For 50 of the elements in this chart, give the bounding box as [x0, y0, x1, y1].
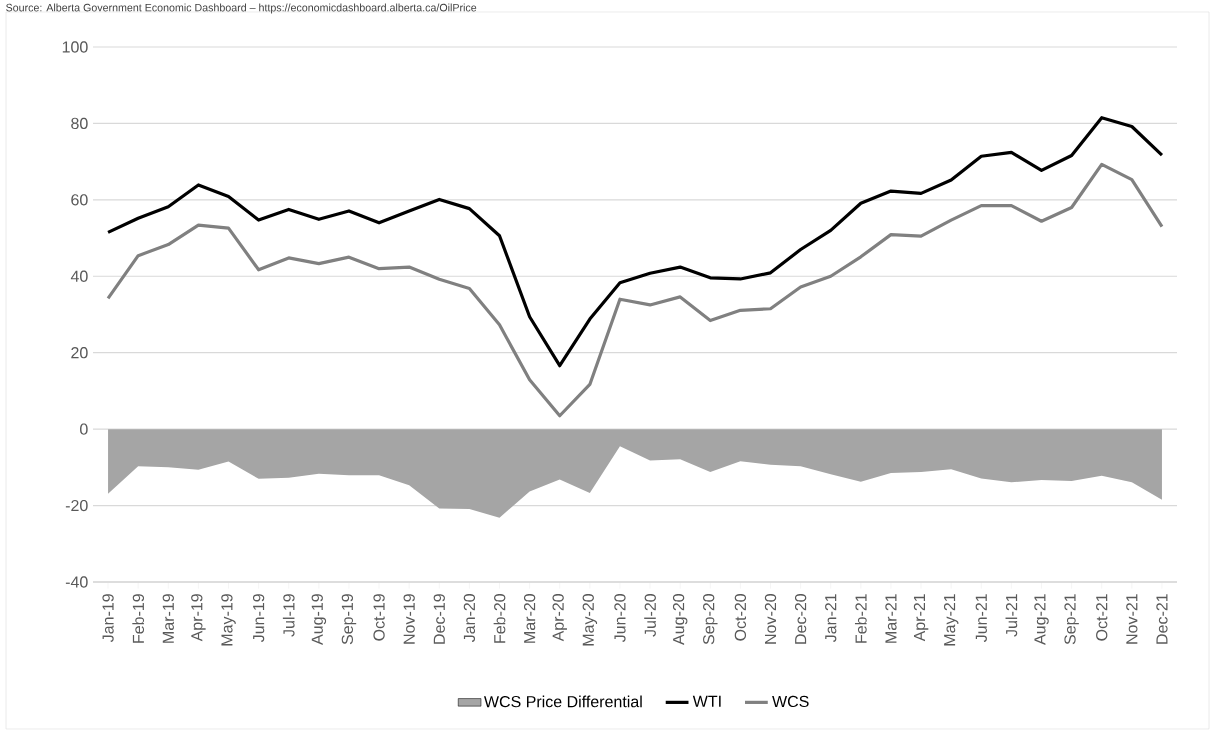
legend-label: WTI: [692, 695, 721, 707]
x-tick-label: Jan-19: [102, 594, 114, 643]
x-tick-label: Sep-19: [341, 594, 357, 645]
y-tick-label: 100: [62, 41, 88, 53]
x-tick-label: Jun-19: [252, 594, 265, 643]
x-tick-label: Aug-20: [672, 593, 688, 645]
x-tick-label: Apr-20: [552, 593, 567, 642]
x-tick-label: Apr-21: [913, 594, 929, 642]
x-tick-label: Oct-19: [373, 594, 385, 641]
x-tick-label: Mar-20: [523, 593, 536, 643]
x-tick-label: Sep-20: [703, 593, 718, 645]
x-tick-label: Sep-21: [1064, 594, 1079, 645]
x-tick-label: Oct-20: [734, 593, 747, 641]
y-tick-label: 60: [71, 194, 88, 206]
y-tick-label: 40: [70, 270, 88, 282]
x-tick-label: Feb-21: [854, 594, 867, 643]
y-tick-label: 80: [71, 117, 88, 130]
x-tick-label: Feb-19: [132, 594, 145, 643]
x-tick-label: Nov-19: [403, 594, 415, 644]
x-tick-label: Jun-21: [975, 594, 987, 643]
legend-label: WCS: [772, 695, 809, 708]
x-tick-label: Nov-21: [1126, 594, 1138, 644]
x-tick-label: Mar-19: [162, 594, 174, 643]
legend-label: WCS Price Differential: [484, 695, 642, 708]
x-tick-label: Aug-21: [1034, 594, 1049, 645]
y-tick-label: 0: [80, 423, 88, 435]
x-tick-label: Jan-21: [825, 594, 837, 643]
x-tick-label: Jul-21: [1005, 594, 1018, 637]
x-tick-label: May-19: [221, 594, 236, 646]
x-tick-label: Aug-19: [311, 594, 327, 645]
x-tick-label: Feb-20: [493, 593, 506, 643]
x-tick-label: Dec-20: [794, 593, 807, 644]
x-tick-label: Jan-20: [463, 593, 476, 643]
x-tick-label: Nov-20: [764, 593, 777, 644]
x-tick-label: Oct-21: [1096, 594, 1108, 641]
line-series: [106, 162, 1164, 418]
x-tick-label: May-21: [943, 594, 959, 646]
x-tick-label: Jun-20: [614, 593, 626, 643]
x-tick-label: May-20: [582, 593, 598, 646]
x-tick-label: Dec-19: [433, 594, 445, 644]
x-tick-label: Apr-19: [191, 594, 206, 642]
x-tick-label: Mar-21: [885, 594, 897, 643]
x-tick-label: Jul-19: [282, 594, 295, 637]
x-tick-label: Jul-20: [644, 593, 656, 637]
y-tick-label: -40: [65, 576, 88, 588]
y-tick-label: 20: [71, 347, 88, 359]
line-series: [106, 116, 1164, 368]
x-tick-label: Dec-21: [1156, 594, 1168, 644]
source-note: Source: Alberta Government Economic Dashboard – https://economicdashboard.alberta.ca/OilPrice: [6, 3, 477, 14]
y-tick-label: -20: [65, 499, 88, 512]
